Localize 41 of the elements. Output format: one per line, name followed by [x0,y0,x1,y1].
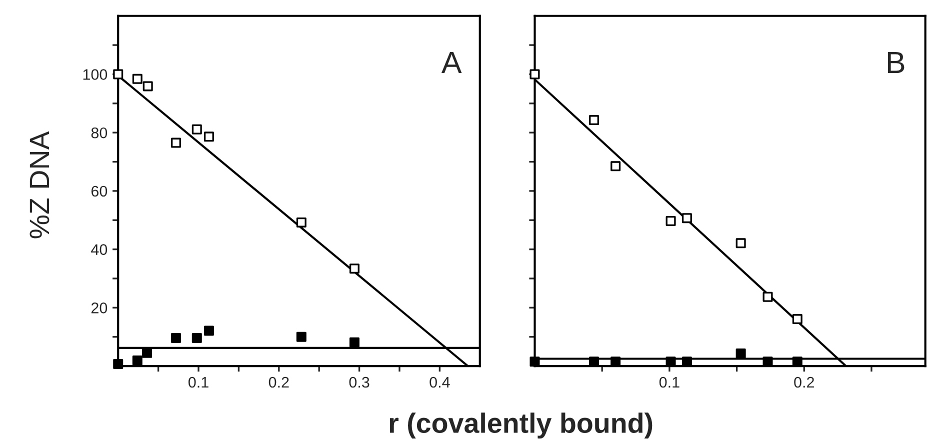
point [682,213,692,224]
point [349,264,360,274]
point [192,124,202,134]
point [113,358,124,369]
x-tick-label: 0.2 [268,376,289,388]
annotation: B [888,52,904,74]
point [610,161,621,172]
point [736,348,746,358]
point [349,337,360,348]
y-tick-label: 60 [91,186,108,197]
point [170,138,181,148]
point [132,74,142,84]
point [204,132,214,142]
point [296,332,306,342]
point [192,333,202,344]
point [762,292,773,302]
x-axis-title: r (covalently bound) [390,412,652,439]
x-tick-label: 0.3 [349,376,370,388]
point [132,355,142,366]
y-axis-title: %Z DNA [30,131,50,238]
point [736,238,746,248]
point [296,217,306,228]
point [204,326,214,336]
y-tick-label: 40 [91,244,108,255]
x-tick-label: 0.2 [794,376,814,388]
y-tick-label: 20 [91,302,108,314]
point [666,216,676,226]
point [589,115,600,126]
point [142,348,152,358]
annotation: A [441,52,462,74]
x-tick-label: 0.1 [188,376,208,388]
x-tick-label: 0.1 [659,376,680,388]
point [530,356,540,367]
point [142,81,153,92]
x-tick-label: 0.4 [430,376,450,388]
point [530,69,540,80]
y-tick-label: 80 [91,127,108,138]
point [113,69,124,80]
point [792,314,802,324]
y-tick-label: 100 [83,69,108,80]
point [170,333,181,344]
